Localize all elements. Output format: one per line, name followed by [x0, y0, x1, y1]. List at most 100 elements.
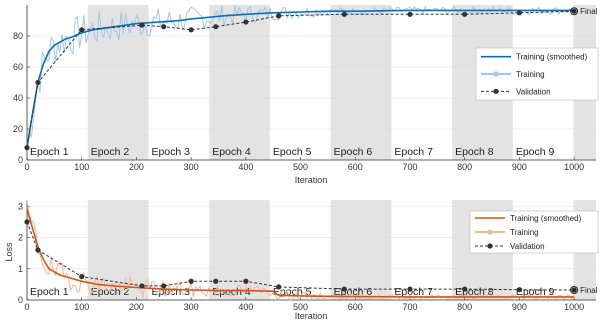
- loss-y-tick-label: 3: [18, 201, 23, 211]
- accuracy-validation-point: [462, 11, 468, 17]
- loss-validation-point: [516, 287, 523, 293]
- loss-validation-point: [79, 273, 85, 280]
- accuracy-x-tick-label: 0: [24, 162, 29, 172]
- accuracy-y-tick-label: 80: [13, 31, 23, 41]
- loss-training-smoothed-line: [26, 209, 575, 298]
- accuracy-final-marker-dot: [572, 9, 576, 13]
- loss-y-axis-label: Loss: [4, 242, 14, 262]
- loss-final-marker: [570, 286, 579, 294]
- accuracy-epoch-label: Epoch 2: [91, 146, 130, 158]
- accuracy-x-tick-label: 900: [512, 162, 527, 172]
- accuracy-x-tick-label: 100: [74, 162, 89, 172]
- accuracy-epoch-label: Epoch 6: [334, 146, 373, 158]
- loss-epoch-label: Epoch 9: [516, 286, 555, 298]
- accuracy-epoch-label: Epoch 1: [30, 146, 69, 158]
- accuracy-legend-marker: [493, 71, 499, 77]
- accuracy-y-tick-label: 20: [13, 124, 23, 134]
- loss-x-tick-label: 800: [457, 302, 472, 312]
- loss-y-tick-label: 2: [18, 233, 23, 243]
- accuracy-validation-point: [161, 24, 167, 30]
- loss-x-tick-label: 500: [293, 302, 308, 312]
- accuracy-validation-point: [407, 11, 413, 17]
- accuracy-final-label: Final: [580, 7, 598, 16]
- accuracy-training-smoothed-line: [26, 9, 575, 148]
- loss-validation-point: [276, 284, 282, 290]
- accuracy-x-axis-label: Iteration: [295, 175, 328, 185]
- loss-legend-entry: Training: [510, 228, 539, 237]
- accuracy-epoch-band: [87, 5, 149, 160]
- loss-x-tick-label: 1000: [564, 302, 584, 312]
- accuracy-x-tick-label: 400: [238, 162, 253, 172]
- accuracy-epoch-label: Epoch 5: [273, 146, 312, 158]
- loss-x-tick-label: 100: [74, 302, 89, 312]
- accuracy-epoch-band: [209, 5, 270, 160]
- loss-y-tick-label: 0: [18, 295, 23, 305]
- accuracy-validation-point: [341, 11, 347, 17]
- loss-epoch-band: [330, 200, 392, 300]
- loss-x-tick-label: 700: [402, 302, 417, 312]
- accuracy-x-tick-label: 200: [129, 162, 144, 172]
- loss-final-marker-dot: [572, 288, 576, 292]
- accuracy-legend-entry: Training (smoothed): [516, 53, 588, 62]
- loss-x-tick-label: 900: [512, 302, 527, 312]
- loss-validation-point: [24, 219, 30, 225]
- accuracy-epoch-band: [330, 5, 392, 160]
- loss-validation-point: [407, 286, 413, 292]
- accuracy-x-tick-label: 500: [293, 162, 308, 172]
- accuracy-epoch-label: Epoch 8: [455, 146, 494, 158]
- accuracy-validation-point: [79, 27, 85, 33]
- accuracy-x-tick-label: 600: [348, 162, 363, 172]
- loss-x-tick-label: 200: [129, 302, 144, 312]
- accuracy-validation-point: [35, 79, 41, 86]
- accuracy-validation-point: [188, 27, 194, 33]
- loss-validation-point: [341, 286, 347, 292]
- loss-validation-point: [188, 278, 194, 284]
- accuracy-x-tick-label: 1000: [564, 162, 584, 172]
- loss-final-label: Final: [580, 286, 598, 295]
- accuracy-epoch-label: Epoch 7: [394, 146, 433, 158]
- loss-x-tick-label: 600: [348, 302, 363, 312]
- accuracy-epoch-label: Epoch 3: [151, 146, 190, 158]
- loss-legend-entry: Validation: [510, 242, 545, 251]
- loss-legend-marker: [487, 229, 493, 235]
- accuracy-y-tick-label: 60: [13, 62, 23, 72]
- accuracy-y-tick-label: 40: [13, 93, 23, 103]
- accuracy-x-tick-label: 800: [457, 162, 472, 172]
- loss-legend: Training (smoothed) Training Validation: [469, 210, 599, 254]
- accuracy-y-tick-label: 0: [18, 155, 23, 165]
- accuracy-validation-point: [24, 145, 30, 151]
- loss-validation-point: [462, 286, 468, 292]
- accuracy-legend-marker: [493, 88, 499, 94]
- accuracy-training-raw-line: [26, 5, 575, 149]
- accuracy-validation-point: [243, 19, 249, 25]
- loss-validation-point: [243, 278, 249, 284]
- loss-validation-point: [139, 283, 145, 289]
- loss-validation-point: [35, 247, 41, 253]
- accuracy-x-tick-label: 700: [402, 162, 417, 172]
- loss-validation-point: [161, 283, 167, 289]
- accuracy-validation-point: [276, 13, 282, 19]
- loss-epoch-band: [87, 200, 149, 300]
- accuracy-epoch-label: Epoch 9: [516, 146, 555, 158]
- accuracy-validation-point: [516, 10, 523, 16]
- loss-validation-line: [26, 221, 575, 291]
- accuracy-epoch-label: Epoch 4: [212, 146, 251, 158]
- accuracy-legend-entry: Validation: [516, 87, 551, 96]
- accuracy-legend: Training (smoothed) Training Validation: [475, 47, 599, 101]
- loss-plot: 0 1 2 3 0 100 200 300 400 500 600 700 800 900 1000 Epoc…: [18, 199, 599, 312]
- loss-epoch-label: Epoch 1: [30, 286, 69, 298]
- accuracy-legend-entry: Training: [516, 70, 545, 79]
- loss-y-tick-label: 1: [18, 264, 23, 274]
- loss-training-raw-line: [26, 199, 575, 301]
- accuracy-validation-point: [139, 22, 145, 28]
- loss-x-axis-label: Iteration: [295, 311, 328, 321]
- accuracy-x-tick-label: 300: [184, 162, 199, 172]
- accuracy-final-marker: [570, 7, 579, 16]
- loss-validation-point: [213, 278, 219, 284]
- loss-legend-entry: Training (smoothed): [510, 214, 582, 223]
- loss-legend-marker: [487, 243, 493, 249]
- accuracy-validation-point: [213, 24, 219, 30]
- loss-x-tick-label: 300: [184, 302, 199, 312]
